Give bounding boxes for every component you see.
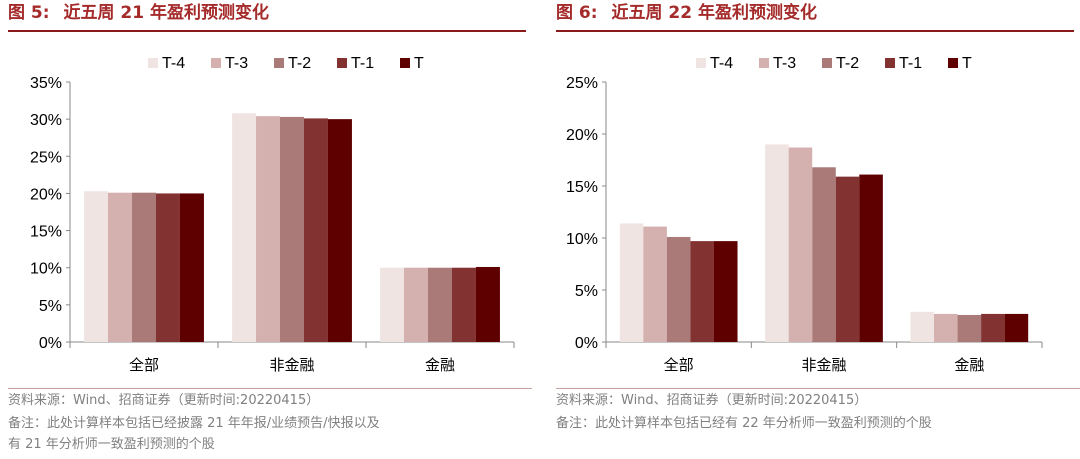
legend-swatch: [337, 58, 347, 68]
bar-t-1: [690, 241, 714, 342]
y-tick-label: 10%: [566, 231, 598, 248]
legend-label: T-2: [836, 55, 859, 72]
x-tick-label: 全部: [129, 356, 159, 374]
bar-t-2: [132, 192, 156, 342]
bar-t-2: [957, 314, 982, 342]
bar-t-3: [108, 192, 133, 342]
bar-t-4: [765, 144, 789, 342]
y-tick-label: 0%: [575, 335, 598, 352]
legend-swatch: [885, 58, 895, 68]
bar-t-1: [451, 267, 476, 342]
bar-t-2: [812, 167, 836, 342]
legend-label: T: [962, 55, 972, 72]
legend-swatch: [759, 58, 769, 68]
remark-note: 备注：此处计算样本包括已经有 22 年分析师一致盈利预测的个股: [556, 416, 932, 431]
y-tick-label: 20%: [30, 186, 62, 203]
x-tick-label: 金融: [425, 356, 455, 374]
figure-title-text: 近五周 21 年盈利预测变化: [63, 3, 269, 23]
bar-t-3: [256, 116, 281, 343]
legend-label: T-2: [288, 55, 311, 72]
x-tick-label: 金融: [954, 356, 984, 374]
y-tick-label: 15%: [30, 224, 62, 241]
bar-t-3: [404, 267, 429, 342]
legend-swatch: [822, 58, 832, 68]
legend-swatch: [211, 58, 221, 68]
x-tick-label: 非金融: [269, 356, 314, 374]
figure-label: 图 6:: [556, 3, 598, 23]
bar-t-3: [934, 313, 958, 342]
bar-t-3: [788, 147, 813, 342]
figure-title: 图 5: 近五周 21 年盈利预测变化: [8, 0, 526, 32]
bar-t: [713, 241, 738, 342]
bar-t: [327, 119, 352, 343]
legend-swatch: [148, 58, 158, 68]
x-tick-label: 非金融: [801, 356, 846, 374]
y-tick-label: 10%: [30, 261, 62, 278]
divider: [556, 388, 1080, 389]
bar-t: [1004, 313, 1029, 342]
bar-t: [179, 193, 204, 342]
bar-t: [475, 266, 500, 342]
divider: [8, 388, 532, 389]
bar-t-4: [619, 223, 644, 342]
bar-t-1: [155, 193, 180, 342]
source-note: 资料来源：Wind、招商证券（更新时间:20220415）: [556, 393, 868, 408]
remark-note: 备注：此处计算样本包括已经披露 21 年年报/业绩预告/快报以及: [8, 416, 380, 431]
legend-swatch: [696, 58, 706, 68]
bar-t-3: [643, 226, 667, 342]
bar-t: [859, 174, 883, 342]
source-note: 资料来源：Wind、招商证券（更新时间:20220415）: [8, 393, 320, 408]
bar-t-2: [428, 267, 452, 342]
legend-swatch: [274, 58, 284, 68]
bar-t-4: [84, 191, 109, 342]
bar-t-2: [666, 236, 691, 342]
chart-area: 0% 5% 10% 15% 20% 25% 全部 非金融 金融 T-4 T-3 T-2 T-1 T: [566, 55, 1043, 374]
legend-label: T-1: [899, 55, 922, 72]
bar-t-1: [835, 176, 860, 342]
y-tick-label: 30%: [30, 112, 62, 129]
y-tick-label: 5%: [39, 298, 62, 315]
legend-label: T-4: [162, 55, 185, 72]
bar-t-1: [981, 313, 1005, 342]
bar-t-4: [910, 311, 935, 342]
y-tick-label: 25%: [566, 75, 598, 92]
figure-5-panel: 图 5: 近五周 21 年盈利预测变化 0% 5% 10% 15% 20% 25% 30% 3…: [8, 0, 538, 459]
figure-6-panel: 图 6: 近五周 22 年盈利预测变化 0% 5% 10% 15% 20% 25% 全部 非金…: [556, 0, 1080, 459]
legend-label: T-4: [710, 55, 733, 72]
figure-label: 图 5:: [8, 3, 50, 23]
y-tick-label: 5%: [575, 283, 598, 300]
bar-t-2: [280, 116, 304, 343]
legend-swatch: [400, 58, 410, 68]
y-tick-label: 0%: [39, 335, 62, 352]
legend-swatch: [948, 58, 958, 68]
legend-label: T-1: [351, 55, 374, 72]
y-tick-label: 25%: [30, 149, 62, 166]
legend-label: T-3: [773, 55, 796, 72]
bar-t-4: [232, 113, 257, 342]
x-tick-label: 全部: [664, 356, 694, 374]
legend-label: T-3: [225, 55, 248, 72]
y-tick-label: 15%: [566, 179, 598, 196]
bar-t-4: [380, 267, 405, 342]
bar-t-1: [303, 118, 328, 343]
y-tick-label: 35%: [30, 75, 62, 92]
figure-title-text: 近五周 22 年盈利预测变化: [611, 3, 817, 23]
figure-title: 图 6: 近五周 22 年盈利预测变化: [556, 0, 1074, 32]
remark-note-2: 有 21 年分析师一致盈利预测的个股: [8, 437, 215, 452]
y-tick-label: 20%: [566, 127, 598, 144]
chart-area: 0% 5% 10% 15% 20% 25% 30% 35% 全部 非金融 金融 T-4 T-3 T-2 T-…: [30, 55, 515, 374]
legend-label: T: [414, 55, 424, 72]
